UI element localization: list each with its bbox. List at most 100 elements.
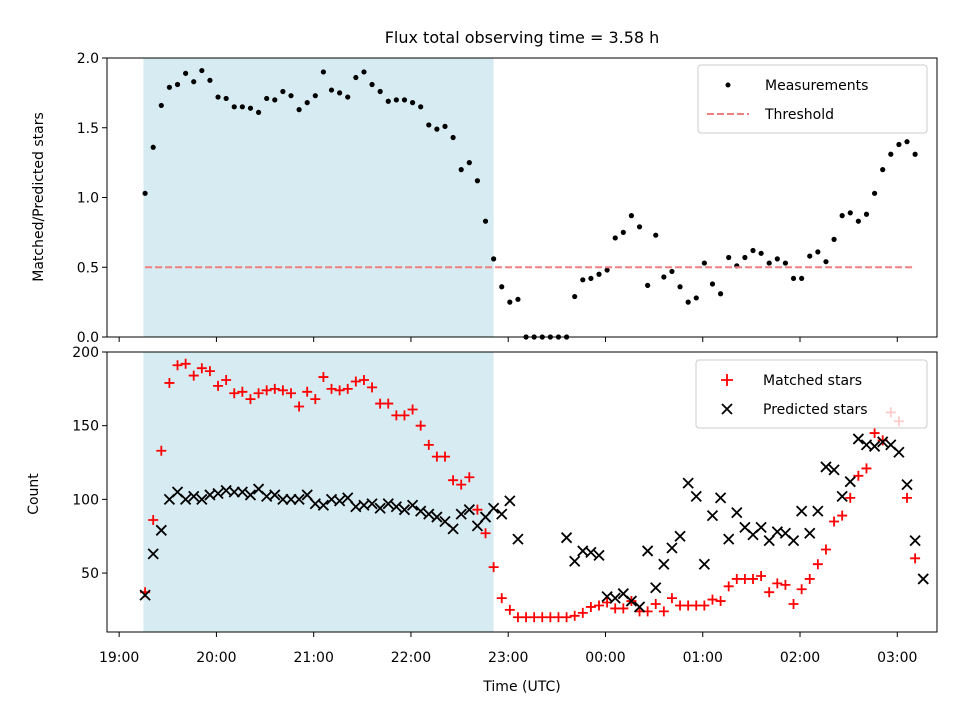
predicted-stars-point [796, 505, 808, 517]
predicted-stars-point [706, 509, 719, 522]
matched-stars-point [245, 394, 256, 405]
matched-stars-point [399, 410, 410, 421]
measurement-point [807, 253, 813, 259]
measurement-point [685, 299, 691, 305]
predicted-stars-point [893, 446, 905, 458]
matched-stars-point [658, 606, 669, 617]
x-tick-label: 21:00 [294, 650, 334, 666]
measurement-point [717, 291, 724, 297]
predicted-stars-point [512, 533, 524, 545]
predicted-stars-point [674, 530, 686, 542]
matched-stars-point [302, 386, 313, 397]
y-axis-ticks-top: 0.0 0.5 1.0 1.5 2.0 [77, 51, 107, 346]
predicted-stars-point [868, 440, 881, 452]
x-tick-label: 00:00 [585, 650, 625, 666]
legend-marker-predicted [721, 403, 733, 415]
measurement-point [742, 254, 748, 261]
measurement-point [693, 295, 699, 301]
y-tick-label: 0.0 [77, 330, 99, 346]
measurement-point [199, 67, 205, 74]
y-axis-ticks-bottom: 50 100 150 200 [72, 345, 107, 582]
matched-stars-point [488, 562, 499, 573]
legend-top: Measurements Threshold [697, 64, 928, 134]
measurement-point [823, 259, 829, 265]
matched-stars-point [829, 516, 840, 527]
measurement-point [612, 235, 618, 241]
measurement-point [328, 87, 335, 93]
measurement-point [369, 81, 375, 88]
matched-stars-point [796, 584, 807, 595]
matched-stars-point [561, 612, 572, 623]
x-tick-label: 01:00 [683, 650, 723, 666]
y-axis-label-ratio: Matched/Predicted stars [31, 112, 47, 282]
measurement-point [888, 151, 894, 157]
measurement-point [677, 284, 683, 290]
measurement-point [491, 256, 497, 262]
predicted-stars-point [633, 601, 646, 613]
measurement-point [799, 275, 805, 282]
measurement-point [320, 69, 327, 75]
predicted-stars-point [901, 478, 913, 491]
y-tick-label: 100 [72, 492, 99, 508]
measurement-point [831, 236, 837, 242]
measurement-point [482, 218, 489, 224]
predicted-stars-point [569, 555, 581, 567]
predicted-stars-point [188, 490, 200, 503]
matched-stars-point [780, 579, 791, 590]
measurement-point [231, 104, 237, 110]
matched-stars-point [407, 404, 418, 415]
predicted-stars-point [804, 527, 816, 539]
measurement-point [588, 275, 594, 282]
matched-stars-point [569, 610, 580, 621]
matched-stars-point [318, 372, 329, 383]
predicted-stars-point [228, 486, 240, 498]
measurement-point [442, 123, 448, 129]
matched-stars-point [423, 439, 434, 450]
measurement-point [880, 167, 886, 173]
matched-stars-point [812, 559, 823, 570]
x-tick-label: 23:00 [488, 650, 528, 666]
measurement-point [653, 232, 659, 238]
y-tick-label: 1.0 [77, 191, 99, 207]
predicted-stars-point [277, 493, 289, 506]
matched-stars-point [277, 385, 288, 396]
measurement-point [264, 95, 270, 102]
matched-stars-point [172, 360, 183, 371]
predicted-stars-point [714, 492, 727, 504]
measurement-point [458, 167, 464, 173]
predicted-stars-point [463, 504, 475, 516]
predicted-stars-point [147, 548, 159, 560]
predicted-stars-point [236, 486, 248, 498]
matched-stars-point [383, 398, 394, 409]
measurement-point [353, 74, 359, 81]
predicted-stars-point [471, 520, 484, 532]
measurement-point [255, 109, 262, 116]
measurement-point [345, 94, 351, 100]
measurement-point [896, 141, 902, 148]
predicted-stars-point [844, 476, 856, 488]
y-tick-label: 150 [72, 419, 99, 435]
matched-stars-point [585, 601, 596, 612]
measurement-point [174, 81, 181, 88]
matched-stars-point [853, 470, 864, 481]
matched-stars-point [748, 573, 759, 584]
measurement-point [904, 139, 910, 145]
measurement-point [515, 296, 521, 302]
matched-stars-point [650, 599, 661, 609]
matched-stars-point [480, 528, 491, 539]
predicted-stars-point [593, 549, 605, 562]
matched-stars-point [221, 375, 232, 385]
predicted-stars-point [196, 493, 208, 506]
matched-stars-point [464, 472, 475, 483]
matched-stars-point [699, 600, 710, 611]
matched-stars-point [261, 385, 272, 396]
predicted-stars-point [755, 521, 767, 534]
matched-stars-point [496, 593, 507, 604]
observing-window-shade [143, 352, 494, 632]
measurement-point [645, 282, 651, 288]
legend-box-top [697, 64, 928, 134]
legend-label-threshold: Threshold [764, 107, 834, 123]
predicted-stars-point [666, 542, 678, 554]
legend-label-predicted: Predicted stars [763, 402, 868, 418]
